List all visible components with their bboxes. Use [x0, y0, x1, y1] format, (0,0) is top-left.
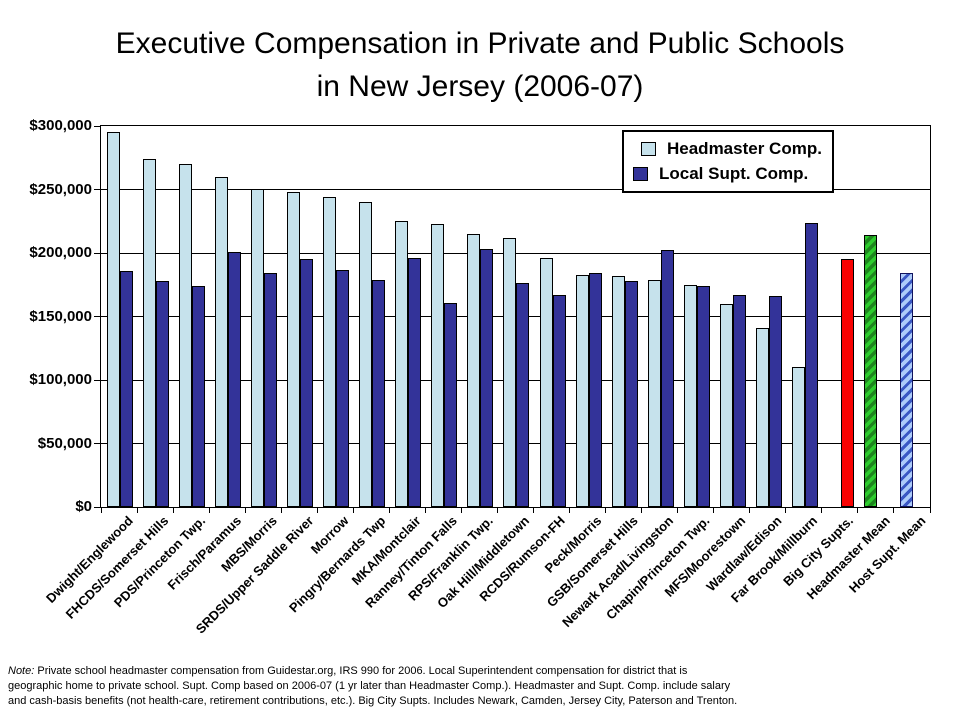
bar-headmaster-5	[287, 192, 301, 507]
y-axis-tick	[94, 443, 101, 444]
x-axis-tick	[749, 508, 751, 513]
x-axis-tick	[533, 508, 535, 513]
bar-local-supt-9	[444, 303, 458, 507]
x-axis-tick	[316, 508, 318, 513]
bar-headmaster-7	[359, 202, 373, 507]
y-axis-label: $300,000	[29, 117, 92, 134]
footnote-line1: Note: Private school headmaster compensa…	[8, 664, 868, 679]
bar-local-supt-19	[804, 223, 818, 507]
x-axis-tick	[136, 508, 138, 513]
bar-local-supt-1	[156, 281, 170, 507]
bar-red-20	[840, 259, 854, 507]
footnote-line2: geographic home to private school. Supt.…	[8, 680, 731, 692]
legend-label-local-supt: Local Supt. Comp.	[659, 163, 809, 183]
y-axis-label: $50,000	[37, 434, 92, 452]
y-axis-label: $250,000	[29, 180, 92, 198]
x-axis-tick	[424, 508, 426, 513]
bar-headmaster-13	[575, 275, 589, 507]
bar-local-supt-13	[588, 273, 602, 507]
x-axis-tick	[893, 508, 895, 513]
gridline	[101, 189, 930, 190]
bar-headmaster-12	[539, 258, 553, 507]
y-axis-label: $100,000	[29, 371, 92, 388]
legend-item-headmaster: Headmaster Comp.	[624, 136, 832, 161]
x-axis-tick	[569, 508, 571, 513]
legend-swatch-local-supt	[633, 166, 648, 181]
bar-headmaster-17	[719, 304, 733, 507]
y-axis-label: $200,000	[29, 244, 92, 261]
bar-local-supt-8	[408, 258, 422, 507]
chart-title-line2: in New Jersey (2006-07)	[316, 70, 644, 103]
bar-local-supt-10	[480, 249, 494, 507]
bar-local-supt-16	[696, 286, 710, 507]
bar-headmaster-2	[179, 164, 193, 507]
legend: Headmaster Comp. Local Supt. Comp.	[622, 130, 834, 193]
x-axis-tick	[172, 508, 174, 513]
x-axis-tick	[280, 508, 282, 513]
footnote-note-prefix: Note:	[8, 665, 35, 677]
bar-headmaster-3	[215, 177, 229, 507]
footnote: Note: Private school headmaster compensa…	[8, 664, 868, 709]
bar-headmaster-18	[755, 328, 769, 507]
bar-local-supt-18	[768, 296, 782, 507]
y-axis-tick	[94, 125, 101, 127]
chart-title: Executive Compensation in Private and Pu…	[0, 22, 960, 108]
x-axis-tick	[496, 508, 498, 513]
bar-local-supt-12	[552, 295, 566, 507]
x-axis-tick	[785, 508, 787, 513]
chart-title-line1: Executive Compensation in Private and Pu…	[115, 27, 845, 60]
bar-headmaster-4	[251, 189, 265, 507]
bar-headmaster-10	[467, 234, 481, 507]
bar-headmaster-14	[611, 276, 625, 507]
bar-blue-hatch-22	[900, 273, 914, 507]
bar-headmaster-19	[791, 367, 805, 507]
bar-local-supt-2	[192, 286, 206, 507]
footnote-line3: and cash-basis benefits (not health-care…	[8, 695, 738, 707]
x-axis-tick	[641, 508, 643, 513]
bar-headmaster-16	[683, 285, 697, 507]
footnote-text-1: Private school headmaster compensation f…	[34, 665, 688, 677]
y-axis-tick	[94, 189, 101, 190]
x-axis-tick	[677, 508, 679, 513]
y-axis-tick	[94, 379, 101, 381]
bar-local-supt-17	[732, 295, 746, 507]
bar-local-supt-14	[624, 281, 638, 507]
x-axis-tick	[208, 508, 210, 513]
x-axis-tick	[821, 508, 823, 513]
bar-local-supt-15	[660, 250, 674, 507]
legend-swatch-headmaster	[641, 141, 656, 156]
bar-headmaster-15	[647, 280, 661, 507]
bar-green-hatch-21	[864, 235, 878, 507]
bar-local-supt-0	[120, 271, 133, 507]
x-axis-tick	[857, 508, 859, 513]
y-axis-tick	[94, 506, 101, 508]
x-axis-tick	[605, 508, 607, 513]
x-axis-tick	[352, 508, 354, 513]
x-axis-tick	[100, 508, 102, 513]
bar-headmaster-11	[503, 238, 517, 507]
y-axis-tick	[94, 252, 101, 254]
y-axis-tick	[94, 316, 101, 317]
bar-headmaster-6	[323, 197, 337, 507]
bar-local-supt-11	[516, 283, 530, 507]
bar-local-supt-6	[336, 270, 350, 507]
y-axis-label: $150,000	[29, 307, 92, 325]
legend-item-local-supt: Local Supt. Comp.	[624, 161, 832, 186]
y-axis-label: $0	[75, 498, 92, 515]
bar-local-supt-4	[264, 273, 278, 507]
bar-headmaster-8	[395, 221, 409, 507]
bar-headmaster-1	[143, 159, 157, 507]
bar-headmaster-9	[431, 224, 445, 507]
x-axis-tick	[388, 508, 390, 513]
bar-local-supt-3	[228, 252, 242, 507]
x-axis-tick	[929, 508, 931, 513]
legend-label-headmaster: Headmaster Comp.	[667, 138, 822, 158]
x-axis-tick	[244, 508, 246, 513]
x-axis-tick	[460, 508, 462, 513]
bar-headmaster-0	[107, 132, 120, 507]
x-axis-tick	[713, 508, 715, 513]
bar-local-supt-7	[372, 280, 386, 507]
bar-local-supt-5	[300, 259, 314, 507]
